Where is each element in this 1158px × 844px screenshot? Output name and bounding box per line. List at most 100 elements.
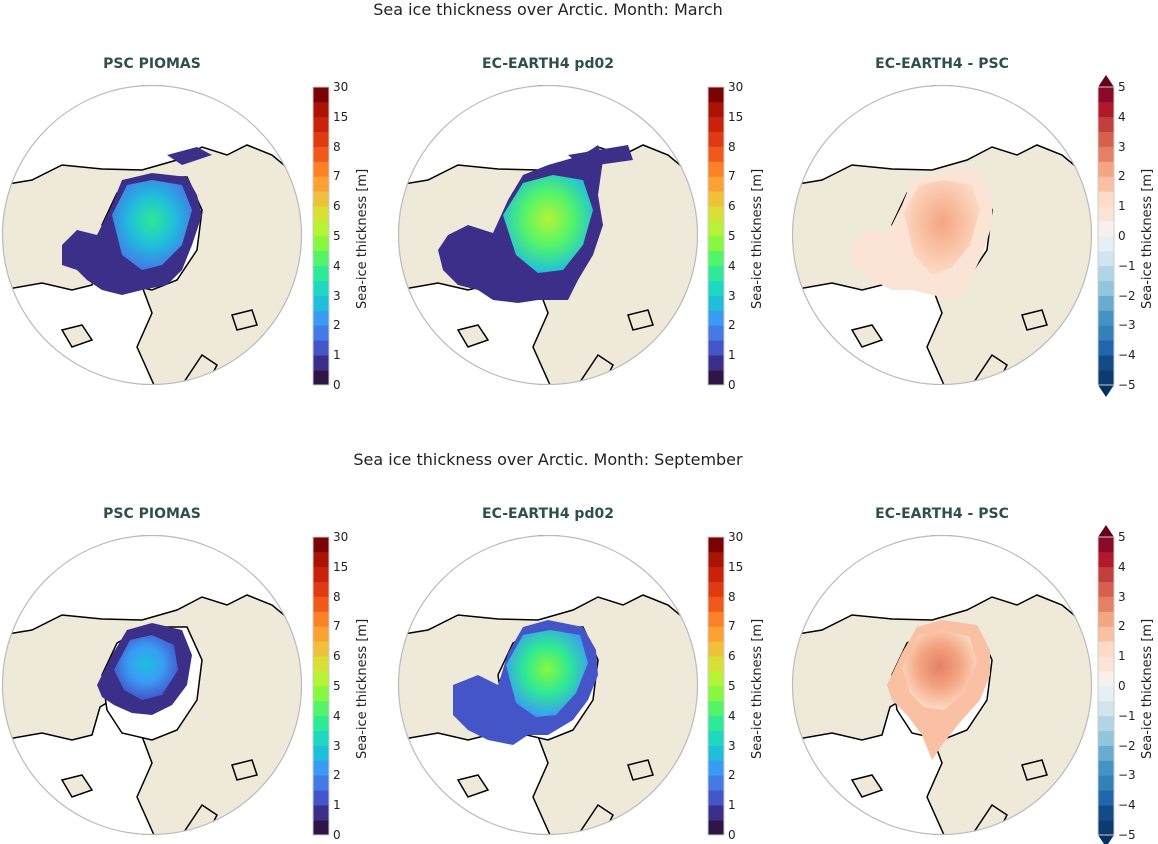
colorbar-band [708, 820, 724, 836]
colorbar-band [313, 206, 329, 222]
colorbar-band [1098, 551, 1114, 568]
colorbar-band [313, 805, 329, 821]
colorbar-band [313, 250, 329, 267]
colorbar-band [1098, 581, 1114, 597]
colorbar-scale [1097, 525, 1115, 844]
colorbar-tick-label: −3 [1118, 318, 1136, 333]
colorbar-tick-label: 15 [728, 559, 744, 574]
colorbar-tick-label: 15 [333, 559, 349, 574]
colorbar-frame [707, 86, 725, 386]
colorbar-label: Sea-ice thickness [m] [1140, 168, 1155, 309]
colorbar-scale [707, 536, 725, 836]
colorbar-band [708, 790, 724, 806]
colorbar-band [708, 596, 724, 612]
colorbar-band [313, 745, 329, 761]
colorbar-band [1098, 596, 1114, 612]
map-frame [1, 84, 303, 386]
colorbar-tick-label: 0 [728, 378, 736, 392]
panel-title: EC-EARTH4 - PSC [875, 56, 1009, 72]
colorbar-tick-label: 5 [1118, 80, 1126, 94]
colorbar-band [1098, 715, 1114, 731]
colorbar-band [1098, 566, 1114, 582]
colorbar-tick-label: 1 [333, 348, 341, 363]
colorbar-band [313, 790, 329, 806]
colorbar-band [313, 116, 329, 132]
colorbar-scale [312, 536, 330, 836]
colorbar-tick-label: 7 [728, 619, 736, 634]
colorbar-band [708, 280, 724, 296]
colorbar: 0 1 2 3 4 5 6 7 8 15 30 Sea-ice thickness [m] [707, 80, 768, 392]
colorbar-label: Sea-ice thickness [m] [355, 168, 370, 309]
colorbar-band [313, 310, 329, 326]
colorbar-band [1098, 790, 1114, 806]
panel-title: EC-EARTH4 pd02 [482, 506, 614, 522]
colorbar-band [1098, 686, 1114, 702]
colorbar-band [708, 310, 724, 326]
colorbar-band [708, 686, 724, 702]
colorbar-band [313, 101, 329, 118]
colorbar-tick-label: 2 [1118, 169, 1126, 184]
colorbar-band [313, 581, 329, 597]
map-frame [791, 84, 1093, 386]
colorbar-tick-label: 8 [333, 139, 341, 154]
colorbar-band [1098, 671, 1114, 687]
map-frame [1, 534, 303, 836]
colorbar-band [313, 656, 329, 672]
polar-map [397, 534, 699, 836]
colorbar-band [708, 131, 724, 147]
colorbar-band [313, 191, 329, 207]
colorbar-tick-label: −2 [1118, 738, 1136, 753]
colorbar-band [1098, 656, 1114, 672]
colorbar-band [708, 265, 724, 281]
colorbar-scale [707, 86, 725, 386]
colorbar-band [313, 221, 329, 237]
colorbar-tick-label: 3 [333, 288, 341, 303]
colorbar-tick-label: 6 [728, 199, 736, 214]
colorbar-tick-label: 5 [333, 229, 341, 243]
polar-map [791, 84, 1093, 386]
colorbar-band [708, 221, 724, 237]
colorbar-tick-label: 7 [333, 619, 341, 634]
colorbar-tick-label: 4 [1118, 559, 1126, 574]
colorbar-band [708, 805, 724, 821]
colorbar-tick-label: 30 [728, 530, 744, 544]
colorbar-band [1098, 295, 1114, 311]
colorbar-label: Sea-ice thickness [m] [355, 618, 370, 759]
colorbar-tick-label: 1 [1118, 649, 1126, 664]
colorbar-extend-max [1098, 75, 1114, 87]
colorbar-tick-label: 8 [728, 589, 736, 604]
colorbar-tick-label: 8 [728, 139, 736, 154]
colorbar-band [313, 295, 329, 311]
map-frame [791, 534, 1093, 836]
colorbar-tick-label: 5 [728, 679, 736, 693]
colorbar-band [708, 745, 724, 761]
polar-map [791, 534, 1093, 836]
sea-ice-thickness [503, 175, 593, 273]
colorbar-band [708, 146, 724, 162]
colorbar-band [708, 551, 724, 568]
colorbar-band [708, 700, 724, 717]
colorbar-frame [707, 536, 725, 836]
colorbar-tick-label: 1 [728, 798, 736, 813]
colorbar-band [313, 280, 329, 296]
colorbar-band [313, 700, 329, 717]
panel-title: EC-EARTH4 pd02 [482, 56, 614, 72]
colorbar-tick-label: −2 [1118, 288, 1136, 303]
colorbar-tick-label: 5 [1118, 530, 1126, 544]
colorbar-tick-label: 30 [728, 80, 744, 94]
colorbar-band [313, 236, 329, 252]
colorbar-frame [1097, 86, 1115, 386]
colorbar-tick-label: 2 [333, 318, 341, 333]
colorbar-band [313, 325, 329, 341]
colorbar-tick-label: 0 [333, 828, 341, 842]
colorbar-band [313, 146, 329, 162]
colorbar-band [1098, 310, 1114, 326]
panel-title: EC-EARTH4 - PSC [875, 506, 1009, 522]
colorbar-band [1098, 325, 1114, 341]
colorbar-tick-label: 2 [333, 768, 341, 783]
colorbar-band [313, 551, 329, 568]
colorbar-tick-label: −1 [1118, 708, 1136, 723]
colorbar-band [313, 775, 329, 791]
colorbar-band [1098, 355, 1114, 371]
colorbar-band [708, 656, 724, 672]
